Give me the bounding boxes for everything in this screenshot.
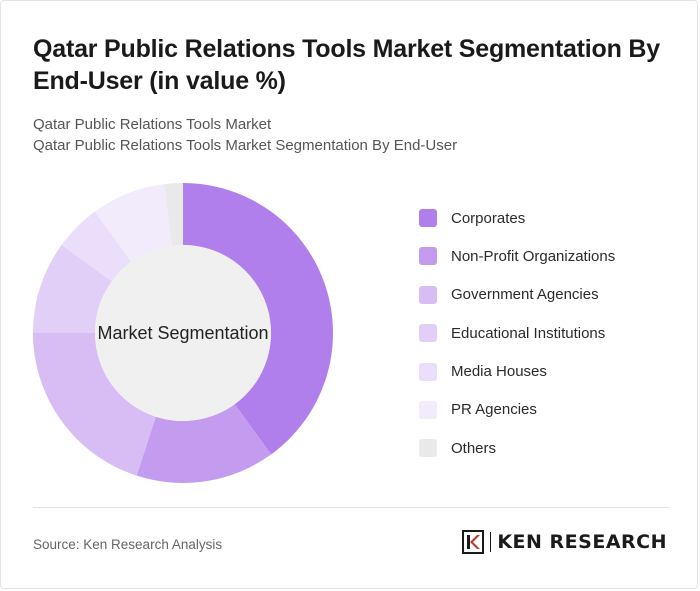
- legend-item-others[interactable]: Others: [419, 437, 615, 459]
- legend-item-pr-agencies[interactable]: PR Agencies: [419, 399, 615, 421]
- donut-slice-media-houses[interactable]: [61, 211, 132, 282]
- legend-label: PR Agencies: [451, 401, 537, 419]
- chart-legend: Corporates Non-Profit Organizations Govern…: [419, 207, 615, 476]
- legend-item-government-agencies[interactable]: Government Agencies: [419, 284, 615, 306]
- legend-item-corporates[interactable]: Corporates: [419, 207, 615, 229]
- ken-research-k-icon: [461, 530, 484, 554]
- legend-label: Media Houses: [451, 363, 547, 381]
- donut-slice-others[interactable]: [164, 183, 183, 246]
- legend-label: Corporates: [451, 209, 526, 227]
- subtitle-segmentation: Qatar Public Relations Tools Market Segm…: [33, 137, 458, 154]
- donut-slice-government-agencies[interactable]: [33, 333, 156, 476]
- legend-swatch: [419, 324, 437, 343]
- legend-item-educational-institutions[interactable]: Educational Institutions: [419, 322, 615, 344]
- legend-item-media-houses[interactable]: Media Houses: [419, 361, 615, 383]
- legend-swatch: [419, 247, 437, 266]
- chart-subtitle: Qatar Public Relations Tools Market Qata…: [33, 114, 457, 156]
- subtitle-market: Qatar Public Relations Tools Market: [33, 116, 272, 133]
- legend-swatch: [419, 400, 437, 419]
- footer-divider: [33, 507, 669, 508]
- donut-hole: [95, 245, 271, 421]
- logo-wordmark: KEN RESEARCH: [497, 531, 667, 553]
- legend-swatch: [419, 362, 437, 381]
- chart-title: Qatar Public Relations Tools Market Segm…: [33, 35, 660, 95]
- donut-chart: Market Segmentation: [31, 181, 335, 485]
- legend-swatch: [419, 209, 437, 227]
- legend-item-non-profit-organizations[interactable]: Non-Profit Organizations: [419, 245, 615, 267]
- legend-swatch: [419, 285, 437, 304]
- donut-center-label: Market Segmentation: [97, 322, 269, 343]
- donut-slice-non-profit-organizations[interactable]: [136, 404, 272, 483]
- legend-label: Educational Institutions: [451, 324, 606, 342]
- ken-research-logo: KEN RESEARCH: [461, 530, 667, 554]
- legend-label: Others: [451, 439, 497, 457]
- donut-slice-pr-agencies[interactable]: [94, 184, 172, 262]
- legend-swatch: [419, 439, 437, 458]
- legend-label: Government Agencies: [451, 286, 599, 304]
- donut-slice-educational-institutions[interactable]: [33, 244, 112, 333]
- source-note: Source: Ken Research Analysis: [33, 537, 223, 552]
- logo-separator: [489, 532, 492, 552]
- donut-svg: [33, 183, 333, 483]
- donut-slice-corporates[interactable]: [183, 183, 333, 455]
- legend-label: Non-Profit Organizations: [451, 247, 616, 265]
